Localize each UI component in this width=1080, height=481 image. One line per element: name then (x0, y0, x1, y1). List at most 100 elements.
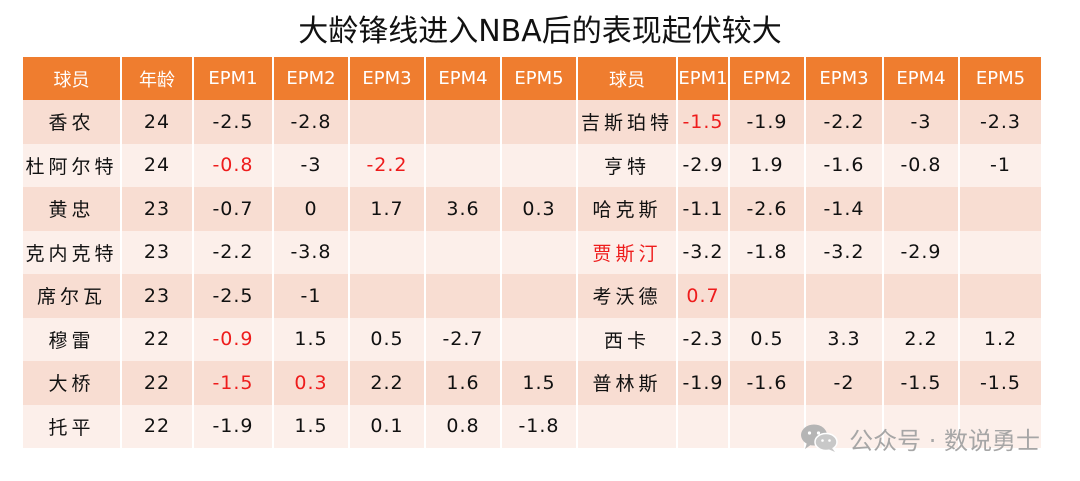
cell-epm1-2: -2.9 (677, 143, 730, 187)
cell-epm3-2 (805, 274, 884, 318)
cell-epm2: -3 (273, 143, 350, 187)
cell-epm1-2: -3.2 (677, 230, 730, 274)
cell-epm1: -0.9 (193, 317, 274, 361)
cell-epm2: 0 (273, 187, 350, 231)
cell-epm2: 1.5 (273, 317, 350, 361)
cell-epm4: -2.7 (425, 317, 502, 361)
cell-age: 24 (121, 100, 194, 144)
cell-epm3: -2.2 (349, 143, 426, 187)
cell-epm4 (425, 274, 502, 318)
cell-epm5: 1.5 (501, 361, 578, 405)
cell-player-2: 哈克斯 (577, 187, 678, 231)
cell-player: 黄忠 (23, 187, 122, 231)
cell-player-2 (577, 404, 678, 448)
header-epm3: EPM3 (349, 57, 426, 100)
cell-epm5-2 (959, 230, 1041, 274)
table-row: 黄忠 23 -0.7 0 1.7 3.6 0.3 哈克斯 -1.1 -2.6 -1.4 (23, 187, 1041, 231)
cell-player: 香农 (23, 100, 122, 144)
cell-player: 托平 (23, 404, 122, 448)
cell-epm4 (425, 143, 502, 187)
page-title: 大龄锋线进入NBA后的表现起伏较大 (298, 14, 782, 49)
table-body: 香农 24 -2.5 -2.8 吉斯珀特 -1.5 -1.9 -2.2 -3 -2.3 杜阿尔特 24… (23, 100, 1041, 448)
cell-epm4: 0.8 (425, 404, 502, 448)
cell-epm4-2: -3 (883, 100, 960, 144)
cell-age: 23 (121, 187, 194, 231)
cell-epm5-2 (959, 274, 1041, 318)
cell-epm3-2: -2.2 (805, 100, 884, 144)
cell-epm4-2: -1.5 (883, 361, 960, 405)
header-epm1: EPM1 (193, 57, 274, 100)
cell-epm5 (501, 274, 578, 318)
cell-epm2: 0.3 (273, 361, 350, 405)
cell-player-2: 吉斯珀特 (577, 100, 678, 144)
cell-epm5: 0.3 (501, 187, 578, 231)
cell-epm2: 1.5 (273, 404, 350, 448)
cell-epm1: -0.8 (193, 143, 274, 187)
cell-epm3: 1.7 (349, 187, 426, 231)
cell-epm5 (501, 317, 578, 361)
header-epm4: EPM4 (425, 57, 502, 100)
cell-epm3-2: -3.2 (805, 230, 884, 274)
header-epm4-2: EPM4 (883, 57, 960, 100)
table-row: 克内克特 23 -2.2 -3.8 贾斯汀 -3.2 -1.8 -3.2 -2.9 (23, 230, 1041, 274)
cell-age: 22 (121, 361, 194, 405)
cell-player: 席尔瓦 (23, 274, 122, 318)
cell-epm1-2: -1.5 (677, 100, 730, 144)
cell-epm4 (425, 100, 502, 144)
cell-epm1: -1.9 (193, 404, 274, 448)
cell-epm5: -1.8 (501, 404, 578, 448)
cell-age: 24 (121, 143, 194, 187)
cell-epm4-2: -0.8 (883, 143, 960, 187)
cell-epm4: 1.6 (425, 361, 502, 405)
table-row: 杜阿尔特 24 -0.8 -3 -2.2 亨特 -2.9 1.9 -1.6 -0.8 -1 (23, 143, 1041, 187)
cell-epm2: -2.8 (273, 100, 350, 144)
watermark: 公众号 · 数说勇士 (799, 418, 1040, 458)
cell-epm4-2 (883, 187, 960, 231)
header-epm1-2: EPM1 (677, 57, 730, 100)
header-epm2-2: EPM2 (729, 57, 806, 100)
cell-epm4-2 (883, 274, 960, 318)
cell-epm5 (501, 143, 578, 187)
cell-epm3 (349, 274, 426, 318)
table-header-row: 球员 年龄 EPM1 EPM2 EPM3 EPM4 EPM5 球员 EPM1 E… (23, 57, 1041, 100)
cell-age: 23 (121, 230, 194, 274)
table-row: 香农 24 -2.5 -2.8 吉斯珀特 -1.5 -1.9 -2.2 -3 -2.3 (23, 100, 1041, 144)
cell-epm2-2 (729, 404, 806, 448)
cell-epm4-2: 2.2 (883, 317, 960, 361)
table-row: 托平 22 -1.9 1.5 0.1 0.8 -1.8 (23, 404, 1041, 448)
cell-player-2: 贾斯汀 (577, 230, 678, 274)
header-player-2: 球员 (577, 57, 678, 100)
cell-epm4-2 (883, 404, 960, 448)
cell-epm1-2 (677, 404, 730, 448)
cell-epm4-2: -2.9 (883, 230, 960, 274)
cell-player-2: 西卡 (577, 317, 678, 361)
cell-player: 杜阿尔特 (23, 143, 122, 187)
cell-player: 穆雷 (23, 317, 122, 361)
cell-epm2-2: -1.9 (729, 100, 806, 144)
cell-epm2-2: 1.9 (729, 143, 806, 187)
cell-age: 22 (121, 317, 194, 361)
cell-player-2: 考沃德 (577, 274, 678, 318)
cell-epm1: -1.5 (193, 361, 274, 405)
cell-epm1: -2.5 (193, 100, 274, 144)
cell-player: 克内克特 (23, 230, 122, 274)
cell-epm5 (501, 230, 578, 274)
cell-epm3-2: -2 (805, 361, 884, 405)
cell-age: 23 (121, 274, 194, 318)
table-row: 穆雷 22 -0.9 1.5 0.5 -2.7 西卡 -2.3 0.5 3.3 2.2 1.2 (23, 317, 1041, 361)
header-epm3-2: EPM3 (805, 57, 884, 100)
header-age: 年龄 (121, 57, 194, 100)
header-epm5: EPM5 (501, 57, 578, 100)
cell-epm5-2: -2.3 (959, 100, 1041, 144)
cell-age: 22 (121, 404, 194, 448)
cell-epm3-2: -1.6 (805, 143, 884, 187)
cell-epm1-2: 0.7 (677, 274, 730, 318)
table-row: 大桥 22 -1.5 0.3 2.2 1.6 1.5 普林斯 -1.9 -1.6 -2 -1.5 -1.… (23, 361, 1041, 405)
cell-epm5-2 (959, 404, 1041, 448)
cell-epm4: 3.6 (425, 187, 502, 231)
cell-epm5-2: -1 (959, 143, 1041, 187)
cell-epm3: 2.2 (349, 361, 426, 405)
cell-epm3 (349, 230, 426, 274)
cell-player-2: 亨特 (577, 143, 678, 187)
header-player: 球员 (23, 57, 122, 100)
